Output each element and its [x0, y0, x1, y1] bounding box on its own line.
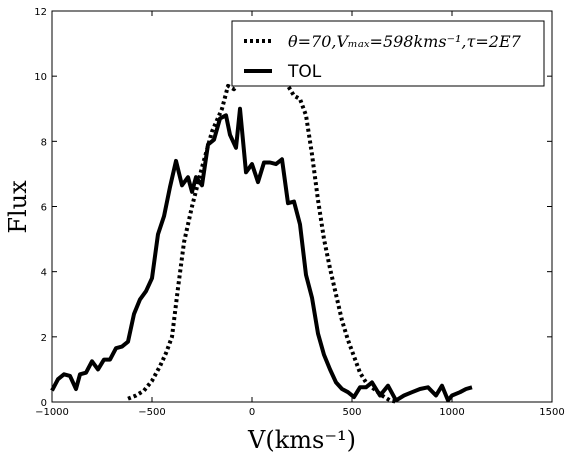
- x-tick-label: −500: [138, 407, 165, 418]
- y-tick-label: 8: [41, 137, 47, 148]
- axis-ticks: −1000 −500 0 500 1000 1500 0 2 4 6 8 10 12: [34, 7, 564, 418]
- y-axis-label: Flux: [4, 180, 32, 234]
- legend-tol-label: TOL: [287, 62, 322, 82]
- x-tick-label: 1500: [539, 407, 564, 418]
- y-tick-label: 12: [34, 7, 47, 18]
- x-tick-label: −1000: [35, 407, 69, 418]
- y-tick-label: 0: [41, 398, 47, 409]
- x-tick-label: 1000: [439, 407, 464, 418]
- y-tick-label: 2: [41, 333, 47, 344]
- y-tick-label: 6: [41, 203, 47, 214]
- y-tick-label: 4: [41, 268, 47, 279]
- series-line-1: [50, 106, 473, 403]
- legend-box: [231, 20, 545, 87]
- legend-model-label: θ=70,Vₘₐₓ=598kms⁻¹,τ=2E7: [288, 32, 522, 51]
- series-line-0: [127, 44, 399, 404]
- x-tick-label: 500: [342, 407, 361, 418]
- x-tick-label: 0: [249, 407, 255, 418]
- legend: θ=70,Vₘₐₓ=598kms⁻¹,τ=2E7 TOL: [231, 20, 545, 87]
- plot-content: [50, 44, 473, 404]
- x-axis-label: V(kms⁻¹): [247, 426, 356, 454]
- y-tick-label: 10: [34, 72, 47, 83]
